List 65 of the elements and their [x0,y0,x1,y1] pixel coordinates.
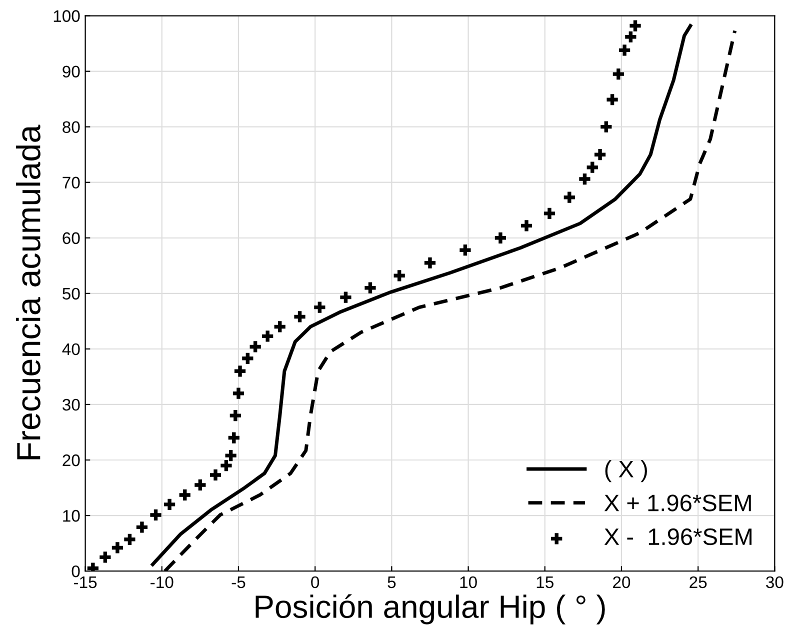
y-tick-label: 70 [62,176,80,189]
point [579,173,590,185]
point [625,31,636,42]
point [210,469,222,481]
point [606,94,618,106]
y-tick-label: 60 [62,232,80,244]
point [100,552,111,563]
point [600,121,612,132]
point [112,542,124,554]
point [262,330,274,342]
y-tick-label: 30 [62,398,80,411]
x-tick-label: 30 [766,576,784,588]
point [594,149,606,160]
point [136,522,148,533]
point [124,534,136,545]
y-tick-label: 10 [63,510,80,522]
x-tick-label: 25 [690,576,707,588]
legend-label: X - 1.96*SEM [604,528,752,546]
y-tick-label: 100 [54,10,80,22]
legend-label: X + 1.96*SEM [604,494,751,512]
point [179,489,190,501]
x-tick-label: 15 [536,576,554,588]
point [220,460,232,472]
point [586,162,598,173]
point [520,220,532,232]
point [494,232,506,244]
point [274,321,286,332]
point [230,410,241,422]
x-tick-label: 10 [460,576,477,588]
point [234,366,246,377]
point [544,208,556,220]
x-tick-label: 0 [311,576,320,588]
legend-label: ( X ) [605,460,647,482]
x-tick-label: -5 [232,576,246,588]
point [340,292,352,303]
point [194,479,206,491]
point [564,192,575,203]
x-tick-label: -10 [150,576,174,588]
point [314,302,326,313]
y-tick-label: 20 [62,454,80,466]
y-tick-label: 90 [62,66,80,78]
point [228,432,240,444]
point [250,341,261,352]
point [225,450,236,462]
point [460,244,471,256]
point [242,352,254,364]
y-tick-label: 0 [72,565,80,578]
y-tick-label: 40 [62,343,80,356]
y-axis-title: Frecuencia acumulada [16,124,40,460]
point [394,270,405,282]
point [150,509,162,521]
point [618,44,630,56]
point [232,388,244,399]
x-tick-label: 5 [388,576,396,588]
y-tick-label: 50 [62,288,80,300]
point [630,20,641,32]
x-tick-label: 20 [613,576,630,588]
point [424,257,436,268]
point [612,68,624,80]
x-axis-title: Posición angular Hip ( ° ) [256,594,605,624]
y-tick-label: 80 [62,121,80,134]
point [364,282,376,294]
x-tick-label: -15 [74,576,97,588]
point [294,311,306,322]
point [164,498,176,510]
